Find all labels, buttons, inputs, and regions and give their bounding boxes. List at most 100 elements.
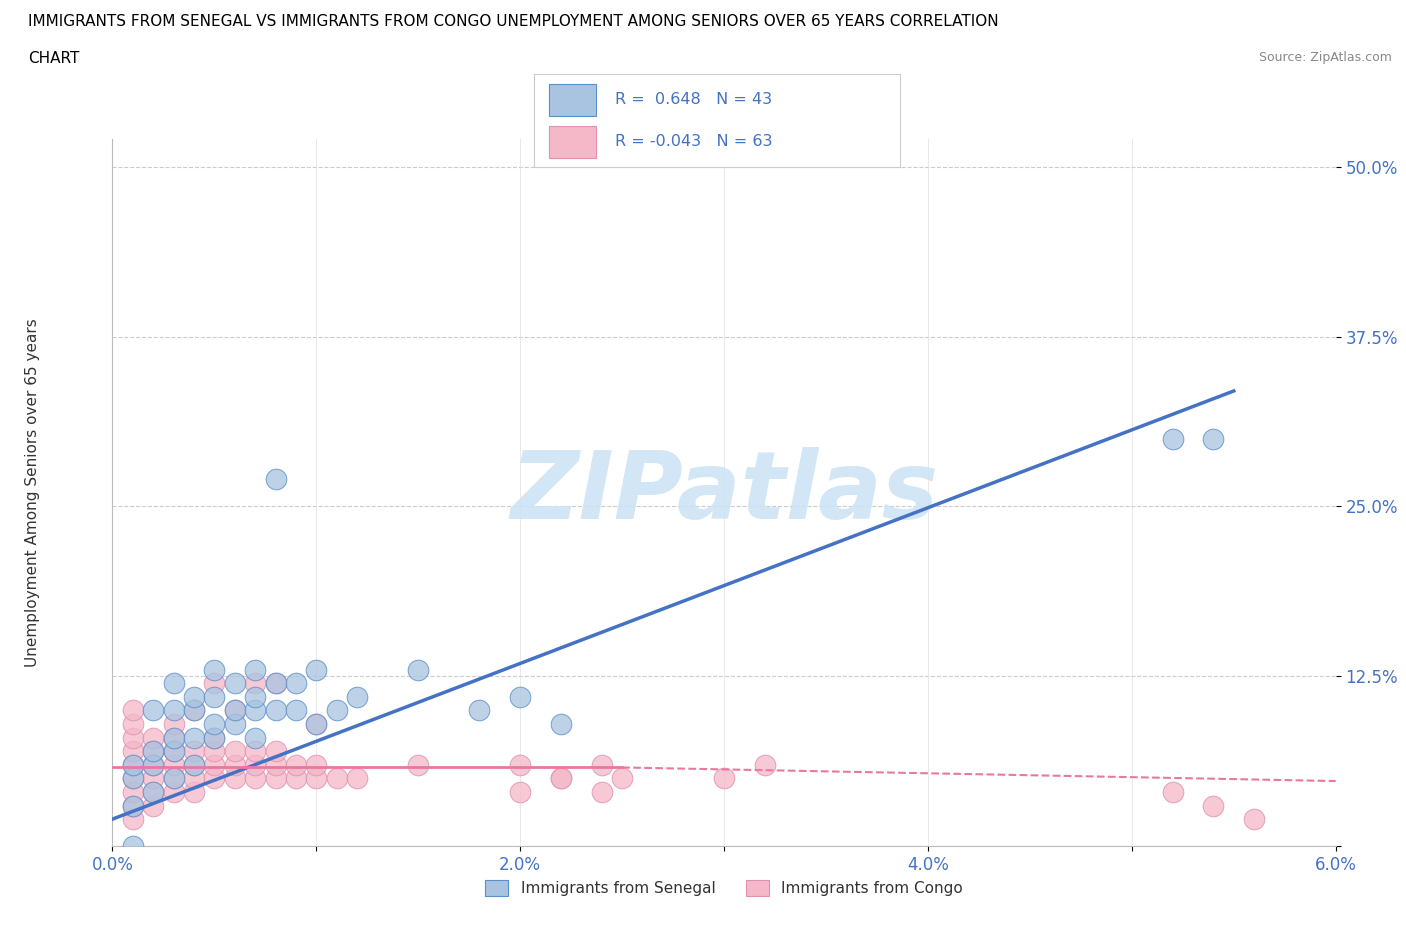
Point (408, 662, 430, 677)
Point (264, 744, 287, 759)
Point (163, 744, 186, 759)
Text: Unemployment Among Seniors over 65 years: Unemployment Among Seniors over 65 years (25, 319, 41, 668)
Point (754, 757, 776, 772)
Point (245, 689, 267, 704)
Point (264, 771, 287, 786)
Point (183, 744, 205, 759)
Point (326, 703, 349, 718)
Point (183, 785, 205, 800)
Text: CHART: CHART (28, 51, 80, 66)
Point (509, 689, 531, 704)
Point (163, 757, 186, 772)
Point (122, 757, 145, 772)
Point (142, 744, 165, 759)
Point (408, 757, 430, 772)
Point (1202, 798, 1225, 813)
Point (142, 757, 165, 772)
Point (204, 716, 226, 731)
Point (591, 757, 613, 772)
Point (346, 689, 368, 704)
Point (163, 730, 186, 745)
Point (142, 730, 165, 745)
Point (204, 689, 226, 704)
Point (245, 730, 267, 745)
Point (550, 771, 572, 786)
Point (204, 771, 226, 786)
Point (245, 757, 267, 772)
Point (163, 730, 186, 745)
Point (468, 703, 491, 718)
Point (509, 785, 531, 800)
Point (305, 716, 328, 731)
Point (163, 716, 186, 731)
Point (122, 757, 145, 772)
Point (224, 716, 246, 731)
Point (204, 730, 226, 745)
Point (245, 676, 267, 691)
Point (550, 771, 572, 786)
Point (163, 744, 186, 759)
Point (204, 676, 226, 691)
Point (183, 703, 205, 718)
Point (713, 771, 735, 786)
Point (122, 798, 145, 813)
Point (142, 798, 165, 813)
Point (1243, 812, 1265, 827)
Bar (548, 126, 596, 158)
Text: IMMIGRANTS FROM SENEGAL VS IMMIGRANTS FROM CONGO UNEMPLOYMENT AMONG SENIORS OVER: IMMIGRANTS FROM SENEGAL VS IMMIGRANTS FR… (28, 14, 998, 29)
Point (245, 662, 267, 677)
Point (264, 676, 287, 691)
Point (1161, 432, 1184, 446)
Point (305, 771, 328, 786)
Point (264, 703, 287, 718)
Text: R = -0.043   N = 63: R = -0.043 N = 63 (614, 134, 772, 149)
Point (163, 771, 186, 786)
Point (142, 785, 165, 800)
Point (284, 676, 308, 691)
Point (183, 703, 205, 718)
Point (224, 703, 246, 718)
Point (305, 757, 328, 772)
Point (183, 757, 205, 772)
Bar (548, 84, 596, 116)
Point (245, 744, 267, 759)
Point (183, 757, 205, 772)
Point (122, 839, 145, 854)
Point (305, 662, 328, 677)
Point (142, 771, 165, 786)
Point (245, 771, 267, 786)
Text: ZIPatlas: ZIPatlas (510, 447, 938, 538)
Point (264, 472, 287, 486)
Point (122, 798, 145, 813)
Point (183, 730, 205, 745)
Point (204, 757, 226, 772)
Text: Source: ZipAtlas.com: Source: ZipAtlas.com (1258, 51, 1392, 64)
Point (122, 716, 145, 731)
Point (224, 744, 246, 759)
Point (163, 703, 186, 718)
Point (1161, 785, 1184, 800)
Point (183, 689, 205, 704)
Legend: Immigrants from Senegal, Immigrants from Congo: Immigrants from Senegal, Immigrants from… (479, 874, 969, 902)
Point (142, 785, 165, 800)
Point (122, 744, 145, 759)
Point (122, 771, 145, 786)
Point (204, 744, 226, 759)
Point (183, 771, 205, 786)
Point (122, 812, 145, 827)
Point (346, 771, 368, 786)
Point (122, 771, 145, 786)
Point (163, 676, 186, 691)
Point (204, 730, 226, 745)
Point (284, 771, 308, 786)
Point (550, 716, 572, 731)
Point (224, 703, 246, 718)
Point (122, 730, 145, 745)
Point (142, 744, 165, 759)
Point (591, 785, 613, 800)
Text: R =  0.648   N = 43: R = 0.648 N = 43 (614, 92, 772, 107)
Point (142, 757, 165, 772)
Point (122, 703, 145, 718)
Point (509, 757, 531, 772)
Point (612, 771, 634, 786)
